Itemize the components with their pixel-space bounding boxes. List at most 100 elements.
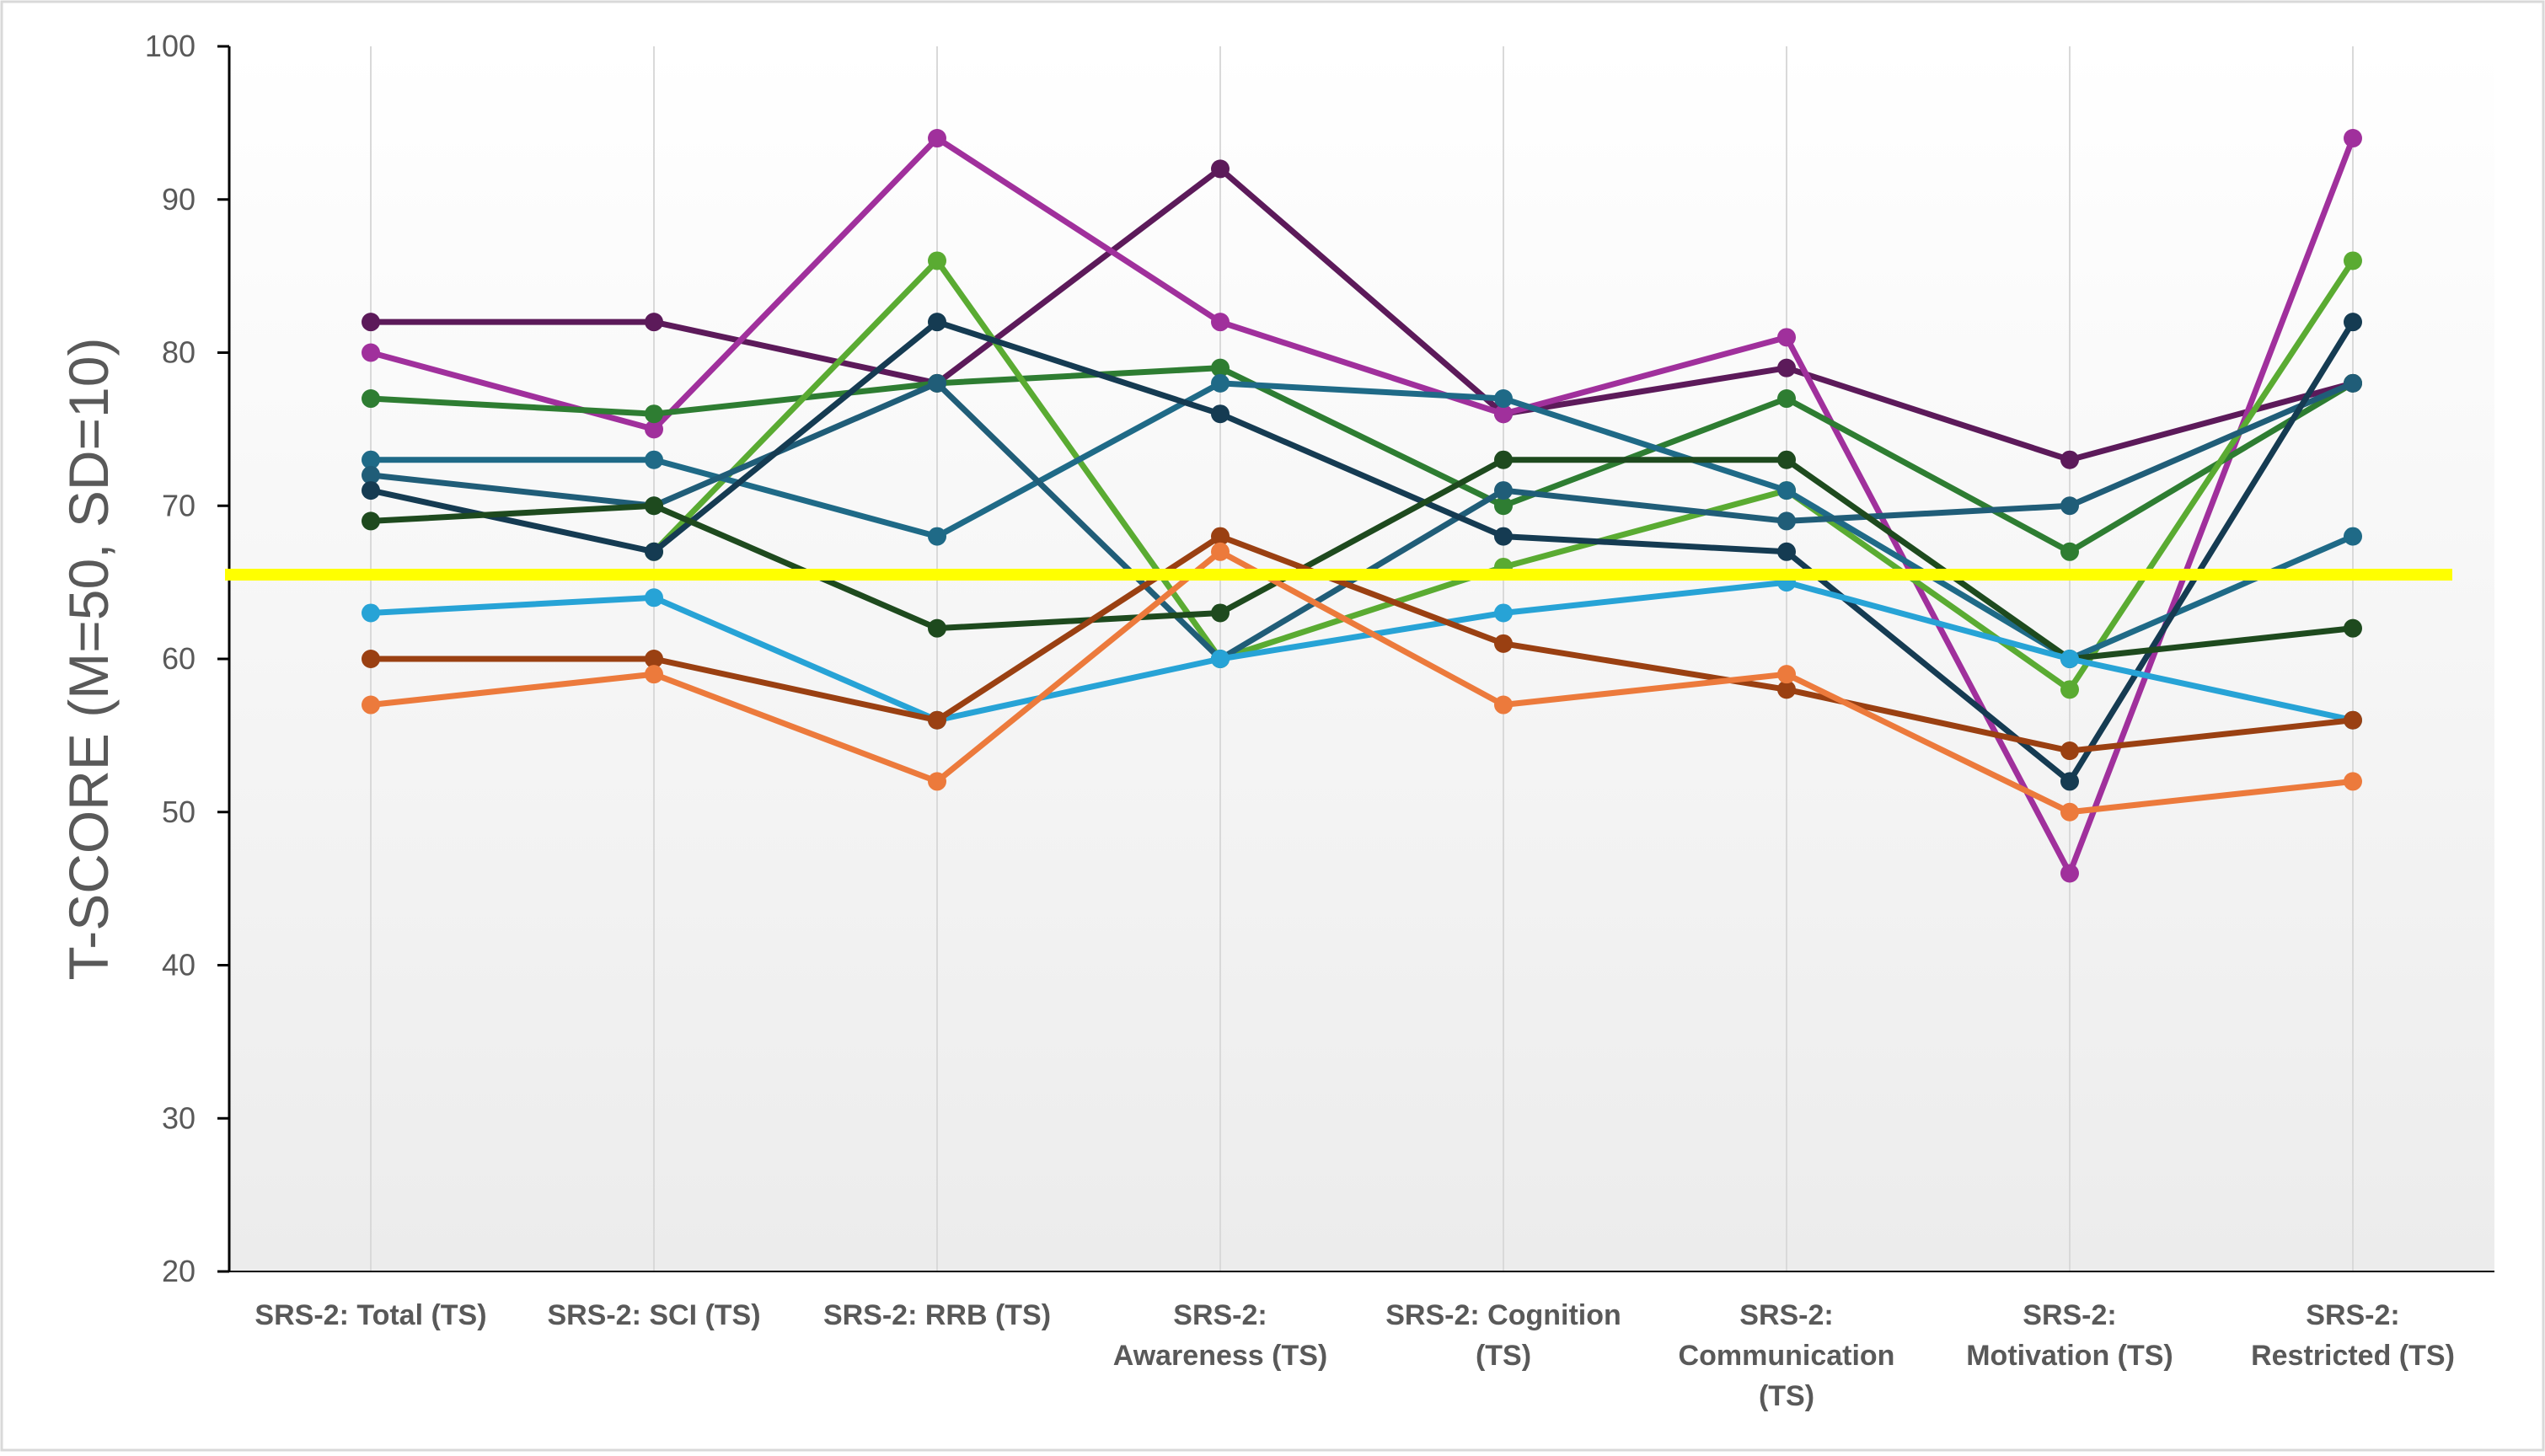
data-point [2344,618,2362,638]
y-tick-label: 80 [162,335,196,370]
y-tick-label: 30 [162,1100,196,1135]
data-point [2344,373,2362,393]
data-point [362,603,380,623]
series-line [367,165,2356,463]
data-point [1777,389,1796,409]
data-point [1777,511,1796,531]
data-point [1211,527,1230,546]
data-point [2060,864,2079,883]
data-point [362,511,380,531]
data-point [2344,710,2362,730]
x-tick-label-line: Restricted (TS) [2251,1340,2455,1372]
data-point [1494,695,1513,715]
data-point [1777,542,1796,561]
data-point [1494,634,1513,653]
data-point [2060,772,2079,791]
data-point [645,313,663,332]
data-point [645,420,663,439]
data-point [362,389,380,409]
data-point [2060,650,2079,668]
y-tick-label: 20 [162,1254,196,1288]
data-point [1777,680,1796,699]
data-point [928,251,946,270]
series-lines [362,129,2362,883]
data-point [1777,665,1796,684]
data-point [928,618,946,638]
data-point [1494,450,1513,469]
data-point [645,588,663,608]
x-tick-label: SRS-2: RRB (TS) [823,1299,1051,1331]
data-point [928,710,946,730]
y-axis-title: T-SCORE (M=50, SD=10) [57,338,120,981]
data-point [1211,373,1230,393]
data-point [1211,404,1230,424]
data-point [362,450,380,469]
data-point [2344,129,2362,148]
x-tick-label-line: Communication [1679,1340,1895,1372]
x-tick-label-line: SRS-2: [1173,1299,1267,1331]
data-point [1211,313,1230,332]
series-11 [362,542,2362,822]
data-point [362,481,380,500]
series-line [367,380,2356,662]
series-10 [362,527,2362,761]
data-point [928,129,946,148]
data-point [645,404,663,424]
data-point [2060,450,2079,469]
series-line [367,135,2356,876]
data-point [1777,328,1796,347]
data-point [2060,496,2079,516]
data-point [645,542,663,561]
data-point [2344,527,2362,546]
series-line [367,457,2356,662]
x-tick-label: SRS-2: Communication (TS) [1679,1299,1895,1412]
data-point [1494,481,1513,500]
x-tick-label-line: Motivation (TS) [1966,1340,2173,1372]
data-point [1211,159,1230,179]
data-point [1494,404,1513,424]
data-point [362,343,380,362]
y-tick-label: 60 [162,641,196,676]
data-point [1494,527,1513,546]
data-point [1777,358,1796,377]
data-point [1211,358,1230,377]
x-tick-label-line: SRS-2: SCI (TS) [547,1299,760,1331]
y-tick-label: 40 [162,948,196,982]
x-tick-label-line: SRS-2: Total (TS) [254,1299,486,1331]
data-point [645,496,663,516]
data-point [928,313,946,332]
data-point [1494,389,1513,409]
data-point [362,313,380,332]
data-point [1777,481,1796,500]
series-2 [362,129,2362,883]
y-tick-label: 70 [162,488,196,522]
x-tick-label: SRS-2: Restricted (TS) [2251,1299,2455,1372]
x-tick-label-line: SRS-2: [2306,1299,2399,1331]
x-tick-label: SRS-2: SCI (TS) [547,1299,760,1331]
y-axis-ticks: 20 30 40 50 60 70 80 90 100 [145,29,229,1288]
data-point [1494,603,1513,623]
data-point [1494,496,1513,516]
data-point [362,695,380,715]
x-tick-label-line: Awareness (TS) [1113,1340,1327,1372]
series-line [367,365,2356,555]
data-point [2344,313,2362,332]
x-tick-label-line: (TS) [1476,1340,1531,1372]
x-tick-label: SRS-2: Awareness (TS) [1113,1299,1327,1372]
y-tick-label: 90 [162,182,196,217]
series-line [367,549,2356,816]
x-tick-label-line: SRS-2: [2023,1299,2116,1331]
data-point [645,650,663,668]
data-point [645,665,663,684]
x-tick-label-line: SRS-2: Cognition [1385,1299,1621,1331]
data-point [362,465,380,484]
series-line [367,579,2356,724]
series-line [367,533,2356,754]
x-tick-label: SRS-2: Total (TS) [254,1299,486,1331]
data-point [2344,772,2362,791]
x-tick-label: SRS-2: Cognition (TS) [1385,1299,1621,1372]
x-tick-label-line: SRS-2: [1739,1299,1833,1331]
x-tick-label-line: SRS-2: RRB (TS) [823,1299,1051,1331]
